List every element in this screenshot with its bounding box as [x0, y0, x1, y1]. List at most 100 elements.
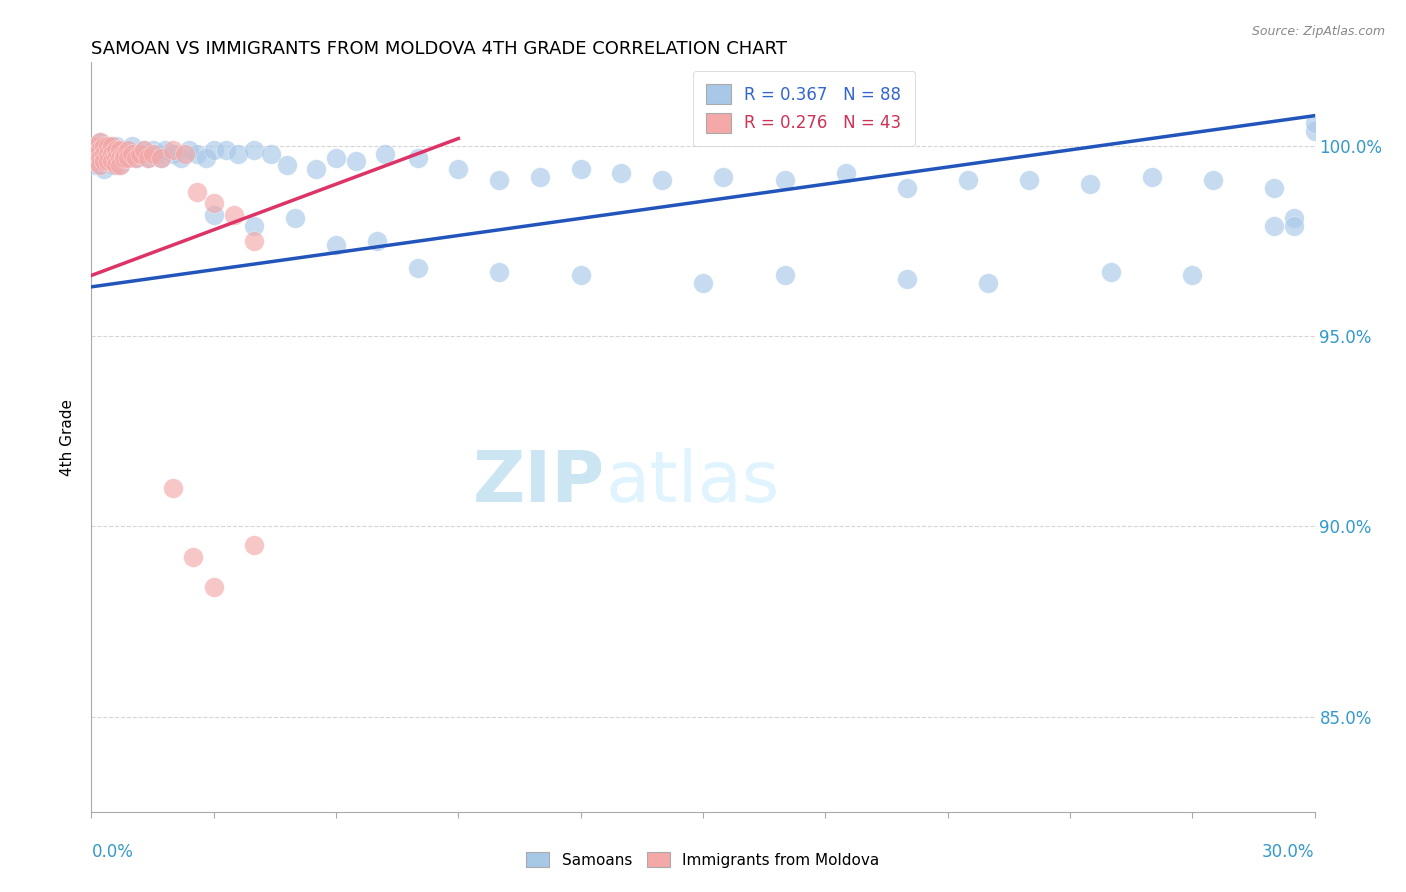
Point [243, 234, 266, 248]
Point [108, 158, 131, 172]
Point [149, 151, 172, 165]
Point [179, 143, 201, 157]
Point [222, 208, 246, 222]
Point [325, 151, 347, 165]
Point [101, 158, 124, 172]
Point [977, 276, 1000, 290]
Point [186, 185, 208, 199]
Point [374, 146, 396, 161]
Point [97, 139, 120, 153]
Point [101, 139, 124, 153]
Point [162, 143, 184, 157]
Point [97, 146, 120, 161]
Point [108, 151, 131, 165]
Text: 0.0%: 0.0% [91, 843, 134, 861]
Point [170, 151, 193, 165]
Point [104, 146, 127, 161]
Legend: Samoans, Immigrants from Moldova: Samoans, Immigrants from Moldova [520, 846, 886, 873]
Point [104, 143, 127, 157]
Point [569, 161, 592, 176]
Point [112, 151, 135, 165]
Text: SAMOAN VS IMMIGRANTS FROM MOLDOVA 4TH GRADE CORRELATION CHART: SAMOAN VS IMMIGRANTS FROM MOLDOVA 4TH GR… [91, 40, 787, 58]
Point [835, 166, 858, 180]
Point [162, 482, 184, 496]
Point [134, 143, 156, 157]
Point [202, 143, 225, 157]
Point [117, 143, 139, 157]
Point [101, 143, 124, 157]
Point [1018, 173, 1040, 187]
Point [896, 181, 918, 195]
Point [84, 154, 107, 169]
Point [1080, 177, 1102, 191]
Point [1202, 173, 1225, 187]
Point [134, 143, 156, 157]
Point [325, 238, 347, 252]
Point [162, 146, 184, 161]
Point [174, 146, 197, 161]
Point [101, 151, 124, 165]
Point [129, 146, 152, 161]
Text: 30.0%: 30.0% [1263, 843, 1315, 861]
Point [1263, 181, 1285, 195]
Point [125, 151, 148, 165]
Point [108, 158, 131, 172]
Point [84, 146, 107, 161]
Point [121, 146, 143, 161]
Point [153, 143, 176, 157]
Point [89, 158, 111, 172]
Point [104, 158, 127, 172]
Point [488, 265, 510, 279]
Text: ZIP: ZIP [472, 448, 605, 516]
Point [284, 211, 307, 226]
Point [117, 151, 139, 165]
Point [1140, 169, 1163, 184]
Point [346, 154, 368, 169]
Point [202, 196, 225, 211]
Point [529, 169, 551, 184]
Point [101, 146, 124, 161]
Point [149, 151, 172, 165]
Point [108, 143, 131, 157]
Point [138, 151, 160, 165]
Point [104, 154, 127, 169]
Point [1282, 211, 1305, 226]
Point [1303, 124, 1326, 138]
Point [89, 151, 111, 165]
Point [186, 146, 208, 161]
Point [93, 139, 115, 153]
Point [93, 154, 115, 169]
Point [89, 143, 111, 157]
Point [243, 539, 266, 553]
Point [89, 151, 111, 165]
Point [97, 139, 120, 153]
Point [406, 151, 429, 165]
Point [89, 158, 111, 172]
Point [93, 146, 115, 161]
Point [692, 276, 714, 290]
Point [773, 173, 796, 187]
Point [202, 580, 225, 594]
Point [194, 151, 217, 165]
Text: atlas: atlas [605, 448, 779, 516]
Point [104, 139, 127, 153]
Point [93, 154, 115, 169]
Point [112, 143, 135, 157]
Point [97, 154, 120, 169]
Point [215, 143, 238, 157]
Point [125, 151, 148, 165]
Point [117, 143, 139, 157]
Point [108, 151, 131, 165]
Point [84, 151, 107, 165]
Point [896, 272, 918, 286]
Point [141, 146, 163, 161]
Point [97, 154, 120, 169]
Point [202, 208, 225, 222]
Point [84, 158, 107, 172]
Point [89, 136, 111, 150]
Point [145, 146, 167, 161]
Point [406, 260, 429, 275]
Point [1303, 116, 1326, 130]
Point [183, 549, 205, 564]
Point [97, 146, 120, 161]
